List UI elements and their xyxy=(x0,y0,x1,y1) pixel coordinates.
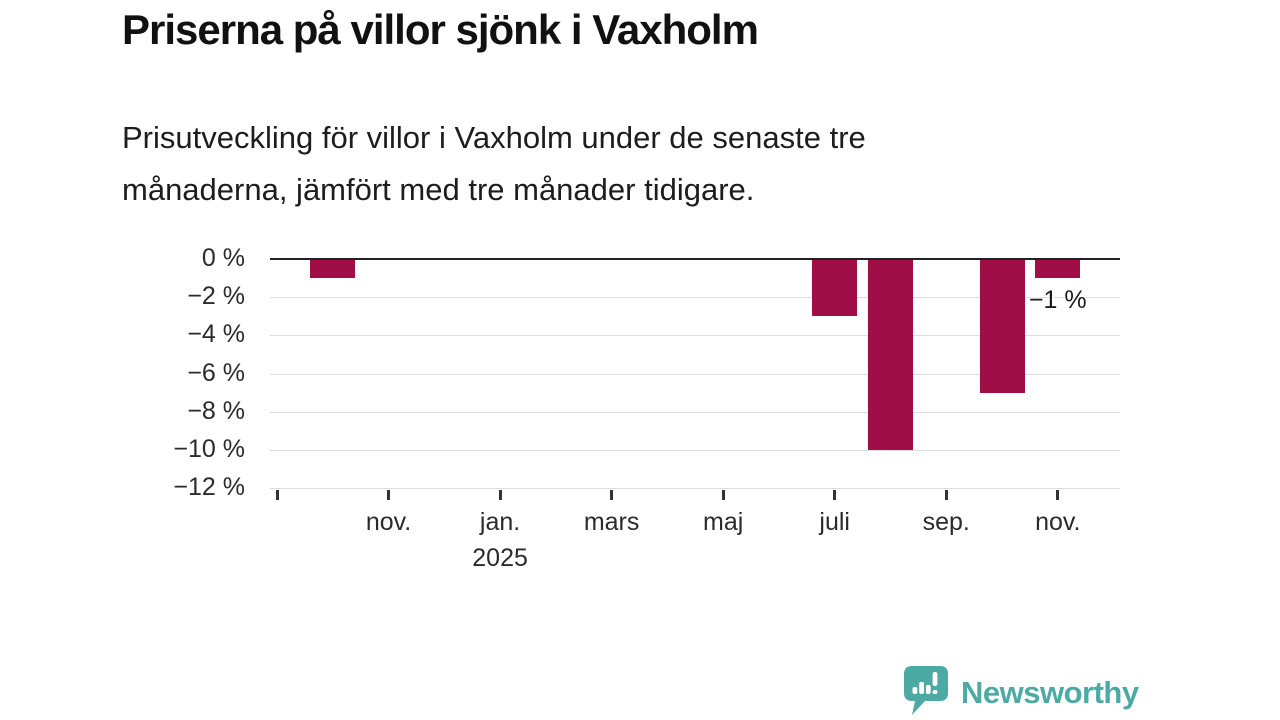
x-axis-tick-label: juli xyxy=(819,508,850,536)
newsworthy-wordmark: Newsworthy xyxy=(961,675,1139,710)
bar-nov--2025 xyxy=(1035,259,1081,279)
bar-juli-2025 xyxy=(812,259,858,317)
gridline xyxy=(270,411,1120,413)
x-axis-tick xyxy=(944,490,948,500)
gridline xyxy=(270,488,1120,489)
gridline xyxy=(270,297,1120,299)
zero-axis-line xyxy=(270,258,1120,260)
y-axis-tick-label: −8 % xyxy=(187,396,245,425)
y-axis-tick-label: −12 % xyxy=(173,473,245,501)
x-axis-tick-label: nov. xyxy=(1035,508,1081,536)
bar-chart-speech-bubble-icon xyxy=(901,664,951,720)
gridline xyxy=(270,449,1120,451)
y-axis-tick-label: −6 % xyxy=(187,358,245,387)
x-axis-tick xyxy=(275,490,279,500)
plot-area: nov. jan. 2025 mars maj juli sep. nov. −1 % xyxy=(270,258,1120,572)
x-axis-tick xyxy=(387,490,391,500)
bar-okt--2025 xyxy=(979,259,1025,393)
y-axis-tick-label: −10 % xyxy=(173,434,245,463)
y-axis-tick-label: 0 % xyxy=(201,244,245,272)
gridline xyxy=(270,373,1120,375)
x-axis-tick-label: maj xyxy=(703,508,744,536)
x-axis-tick-label: nov. xyxy=(365,508,412,536)
page-title: Priserna på villor sjönk i Vaxholm xyxy=(122,6,759,53)
y-axis-tick-label: −4 % xyxy=(187,320,245,349)
chart-subtitle-line-2: månaderna, jämfört med tre månader tidig… xyxy=(122,172,755,207)
x-axis-tick xyxy=(610,490,614,500)
x-axis-tick-label: mars xyxy=(583,508,640,536)
x-axis-tick xyxy=(498,490,502,500)
gridline xyxy=(270,335,1120,337)
newsworthy-logo: Newsworthy xyxy=(901,664,1139,720)
bar-value-label: −1 % xyxy=(1028,286,1087,314)
chart-subtitle-line-1: Prisutveckling för villor i Vaxholm unde… xyxy=(122,120,866,155)
x-axis-tick xyxy=(721,490,725,500)
x-axis-tick-label: jan. xyxy=(479,508,521,536)
x-axis-year-label: 2025 xyxy=(472,544,528,572)
chart-subtitle: Prisutveckling för villor i Vaxholm unde… xyxy=(122,112,866,216)
x-axis-tick xyxy=(833,490,837,500)
y-axis-tick-label: −2 % xyxy=(187,282,245,311)
bar-okt--2024 xyxy=(310,259,356,279)
bar-aug--2025 xyxy=(867,259,913,450)
x-axis-tick xyxy=(1056,490,1060,500)
y-axis-labels: 0 % −2 % −4 % −6 % −8 % −10 % −12 % xyxy=(0,244,245,501)
x-axis-tick-label: sep. xyxy=(922,508,970,536)
